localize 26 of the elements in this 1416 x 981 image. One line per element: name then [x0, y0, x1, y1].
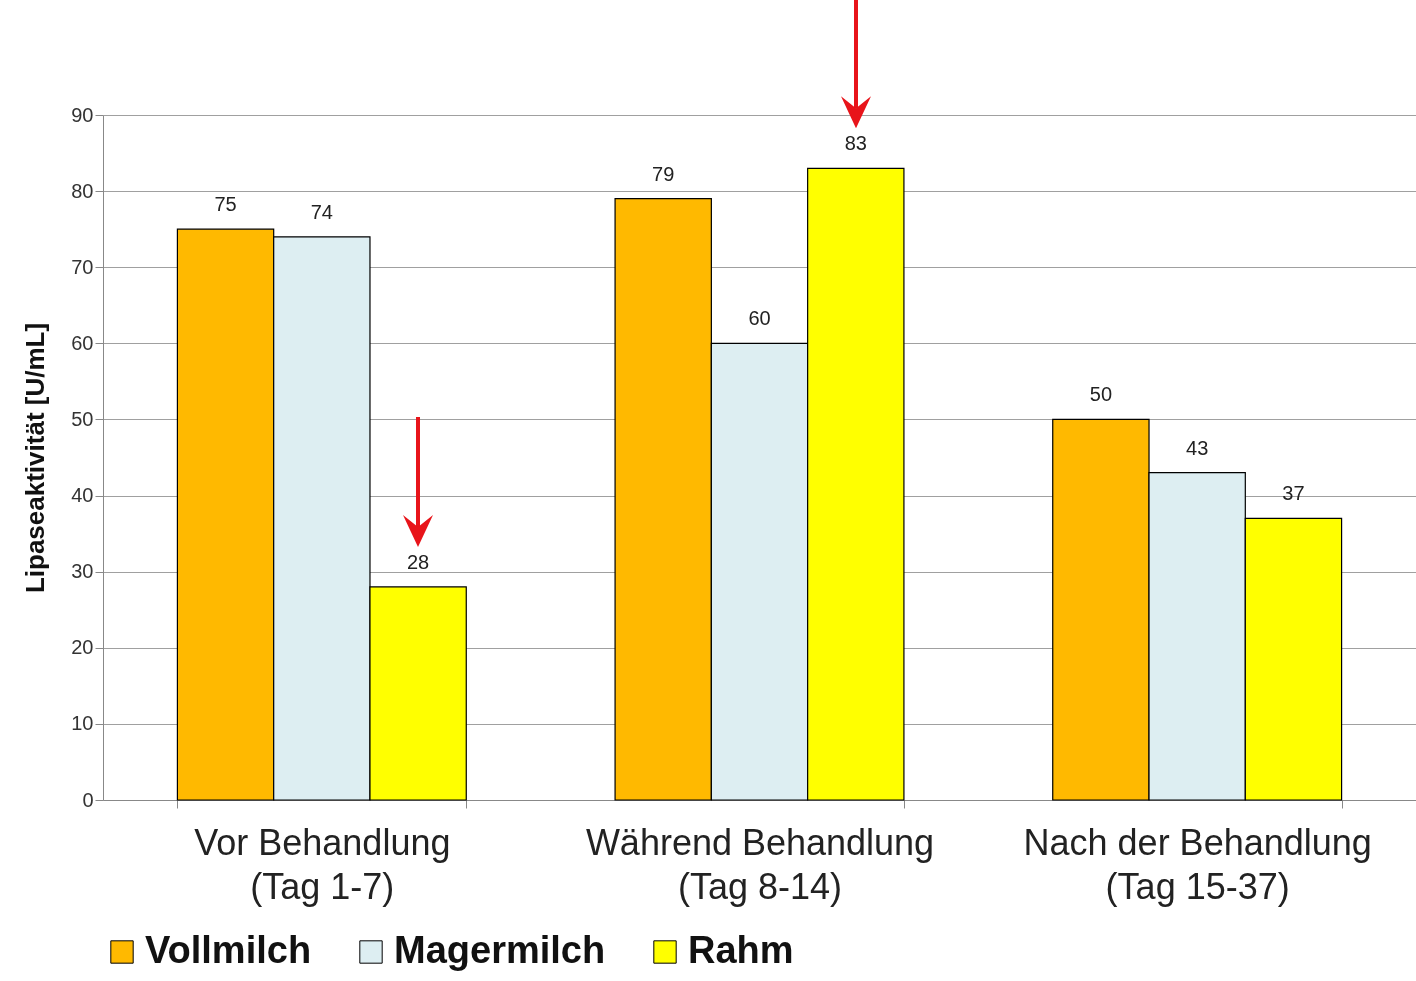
data-label: 50 — [1089, 383, 1113, 406]
data-label: 28 — [406, 550, 430, 573]
data-label: 75 — [214, 193, 237, 216]
legend-label: Rahm — [688, 929, 794, 971]
y-tick-label: 30 — [71, 560, 94, 583]
y-tick-label: 60 — [71, 331, 94, 354]
x-tick-label: Während Behandlung (Tag 8-14) — [585, 821, 935, 907]
y-axis-title: Lipaseaktivität [U/mL] — [20, 322, 51, 594]
y-tick-label: 20 — [71, 636, 94, 659]
data-label: 79 — [652, 162, 675, 185]
legend-label: Vollmilch — [145, 929, 312, 971]
y-tick-label: 0 — [82, 788, 94, 811]
x-tick-label: Nach der Behandlung (Tag 15-37) — [1023, 821, 1372, 907]
legend-label: Magermilch — [394, 929, 606, 971]
y-tick-label: 10 — [71, 712, 94, 735]
y-tick-label: 40 — [71, 484, 94, 507]
y-tick-label: 70 — [71, 255, 94, 278]
y-tick-label: 80 — [71, 179, 94, 202]
data-label: 43 — [1186, 436, 1209, 459]
data-label: 37 — [1282, 482, 1305, 505]
y-tick-label: 50 — [71, 407, 94, 430]
data-label: 74 — [310, 200, 333, 223]
data-label: 60 — [748, 307, 771, 330]
x-tick-label: Vor Behandlung (Tag 1-7) — [194, 821, 451, 907]
data-label: 83 — [844, 132, 867, 155]
y-tick-label: 90 — [71, 103, 94, 126]
